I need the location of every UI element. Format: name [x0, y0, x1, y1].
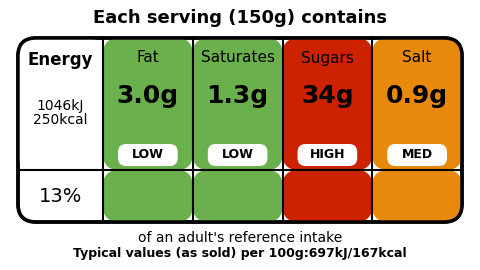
- Text: Each serving (150g) contains: Each serving (150g) contains: [93, 9, 387, 27]
- FancyBboxPatch shape: [372, 38, 462, 170]
- Text: Saturates: Saturates: [201, 50, 275, 66]
- FancyBboxPatch shape: [103, 170, 193, 222]
- Text: of an adult's reference intake: of an adult's reference intake: [138, 231, 342, 245]
- FancyBboxPatch shape: [387, 144, 447, 166]
- FancyBboxPatch shape: [118, 144, 178, 166]
- Text: 15%: 15%: [394, 187, 441, 205]
- Text: Typical values (as sold) per 100g:697kJ/167kcal: Typical values (as sold) per 100g:697kJ/…: [73, 247, 407, 259]
- FancyBboxPatch shape: [372, 170, 462, 222]
- Text: 38%: 38%: [304, 187, 351, 205]
- FancyBboxPatch shape: [283, 170, 372, 222]
- Text: 34g: 34g: [301, 84, 354, 108]
- Text: 250kcal: 250kcal: [33, 113, 88, 127]
- Text: LOW: LOW: [222, 148, 253, 161]
- Text: 7%: 7%: [221, 187, 254, 205]
- Text: Salt: Salt: [402, 50, 432, 66]
- Text: Fat: Fat: [136, 50, 159, 66]
- Text: 1046kJ: 1046kJ: [37, 99, 84, 113]
- Text: 3.0g: 3.0g: [117, 84, 179, 108]
- Text: 0.9g: 0.9g: [386, 84, 448, 108]
- FancyBboxPatch shape: [193, 170, 283, 222]
- FancyBboxPatch shape: [298, 144, 357, 166]
- FancyBboxPatch shape: [103, 38, 193, 170]
- FancyBboxPatch shape: [208, 144, 267, 166]
- FancyBboxPatch shape: [283, 38, 372, 170]
- FancyBboxPatch shape: [193, 38, 283, 170]
- Text: LOW: LOW: [132, 148, 164, 161]
- FancyBboxPatch shape: [18, 38, 462, 222]
- Text: 1.3g: 1.3g: [206, 84, 269, 108]
- Text: Energy: Energy: [28, 51, 93, 69]
- Text: 13%: 13%: [39, 187, 82, 205]
- Text: HIGH: HIGH: [310, 148, 345, 161]
- Text: MED: MED: [402, 148, 432, 161]
- FancyBboxPatch shape: [18, 38, 103, 170]
- Text: Sugars: Sugars: [301, 50, 354, 66]
- Text: 4%: 4%: [132, 187, 165, 205]
